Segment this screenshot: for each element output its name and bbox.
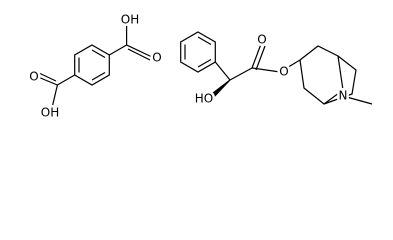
structure-diagram: OH O O OH O O HO N xyxy=(27,10,373,122)
atom-label: OH xyxy=(41,106,59,120)
wedge-bond xyxy=(208,79,231,100)
bond xyxy=(126,44,153,58)
double-bond xyxy=(127,48,151,61)
terephthalic-acid: OH O O OH xyxy=(27,10,164,122)
bond xyxy=(279,59,301,73)
atom-label: O xyxy=(279,65,288,79)
atom-label: OH xyxy=(121,13,139,27)
atom-label: O xyxy=(257,33,266,47)
atom-label: HO xyxy=(195,92,213,106)
bond xyxy=(214,61,231,81)
bond xyxy=(57,74,76,86)
double-bond xyxy=(197,36,212,46)
ring-bonds xyxy=(299,45,344,91)
double-bond xyxy=(197,58,212,68)
bond xyxy=(229,67,253,81)
atom-label: N xyxy=(339,89,348,103)
atom-label: O xyxy=(152,51,161,65)
ring-bonds xyxy=(299,59,344,105)
atom-label: O xyxy=(29,70,38,84)
bridge-bonds xyxy=(323,55,357,105)
double-bond xyxy=(255,45,266,71)
benzene-ring xyxy=(74,44,110,86)
double-bond xyxy=(38,72,57,82)
phenyl-ring xyxy=(180,31,216,73)
bond xyxy=(251,67,281,73)
ester-molecule: O O HO N xyxy=(180,30,373,108)
bond xyxy=(108,44,127,56)
bond xyxy=(51,84,58,109)
bond xyxy=(251,43,262,69)
bond xyxy=(37,76,58,86)
methyl-bond xyxy=(342,95,373,105)
double-bond xyxy=(91,71,106,81)
double-bond xyxy=(91,49,106,59)
